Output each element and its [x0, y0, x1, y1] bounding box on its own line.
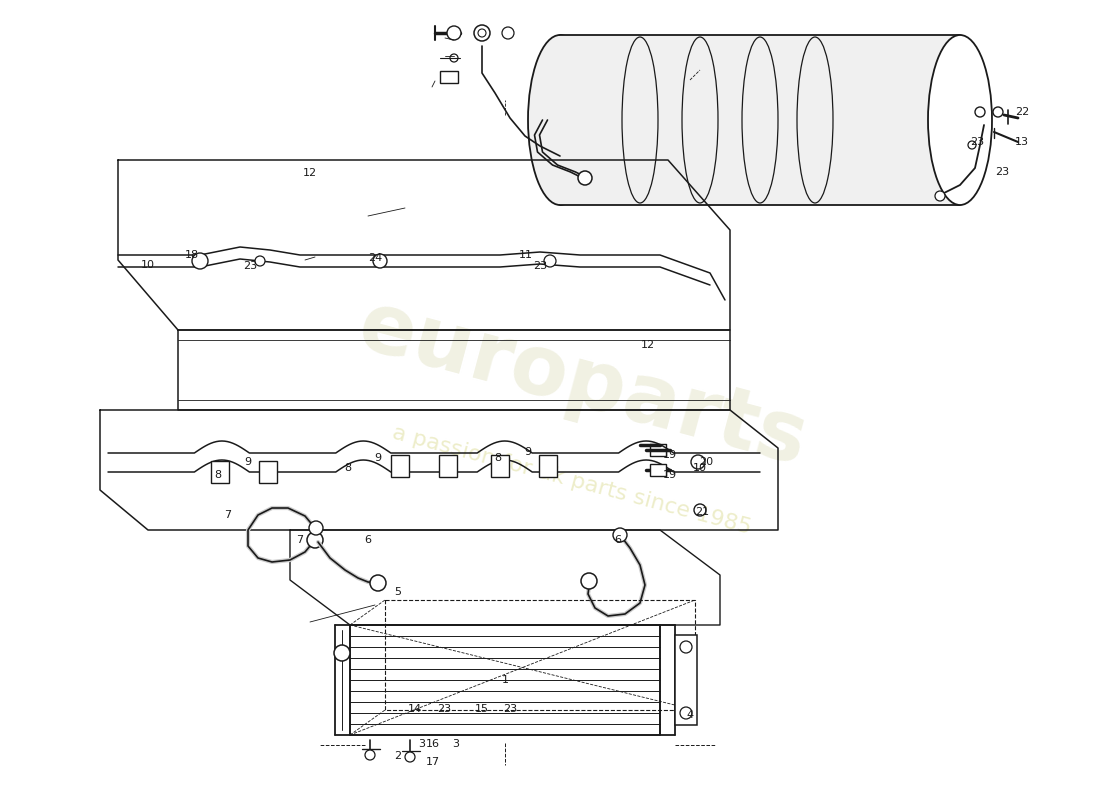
Text: 9: 9 [525, 447, 531, 457]
Text: 10: 10 [141, 260, 155, 270]
Text: 9: 9 [244, 457, 252, 467]
Circle shape [309, 521, 323, 535]
Text: 19: 19 [663, 470, 678, 480]
Text: 4: 4 [686, 710, 694, 720]
Circle shape [691, 455, 705, 469]
Text: a passion for uk parts since 1985: a passion for uk parts since 1985 [390, 422, 754, 538]
Text: 20: 20 [698, 457, 713, 467]
Circle shape [993, 107, 1003, 117]
Ellipse shape [528, 35, 592, 205]
Text: 8: 8 [494, 453, 502, 463]
Text: 23: 23 [970, 137, 985, 147]
Bar [560, 35, 960, 205]
Circle shape [502, 27, 514, 39]
Bar [539, 455, 557, 477]
Text: 10: 10 [693, 463, 707, 473]
Text: 6: 6 [615, 535, 622, 545]
Circle shape [680, 641, 692, 653]
Text: 13: 13 [1015, 137, 1028, 147]
Text: 8: 8 [214, 470, 221, 480]
Text: 6: 6 [364, 535, 372, 545]
Text: 17: 17 [426, 757, 440, 767]
Circle shape [447, 26, 461, 40]
Bar [650, 464, 666, 476]
Text: 15: 15 [475, 704, 490, 714]
Circle shape [474, 25, 490, 41]
Circle shape [450, 54, 458, 62]
Circle shape [365, 750, 375, 760]
Circle shape [307, 532, 323, 548]
Text: 8: 8 [344, 463, 352, 473]
Circle shape [334, 645, 350, 661]
Text: 24: 24 [367, 253, 382, 263]
Circle shape [968, 141, 976, 149]
Text: 23: 23 [532, 261, 547, 271]
Circle shape [373, 254, 387, 268]
Text: 7: 7 [296, 535, 304, 545]
Circle shape [370, 575, 386, 591]
Circle shape [192, 253, 208, 269]
Text: 14: 14 [408, 704, 422, 714]
Bar [440, 71, 458, 83]
Text: 12: 12 [641, 340, 656, 350]
Text: 19: 19 [663, 450, 678, 460]
Text: 2: 2 [395, 751, 402, 761]
Text: 23: 23 [994, 167, 1009, 177]
Circle shape [694, 504, 706, 516]
Bar [675, 635, 697, 725]
Bar [439, 455, 456, 477]
Circle shape [680, 707, 692, 719]
Circle shape [544, 255, 556, 267]
Text: 16: 16 [426, 739, 440, 749]
Circle shape [975, 107, 984, 117]
Circle shape [255, 256, 265, 266]
Text: 12: 12 [302, 168, 317, 178]
Text: 23: 23 [437, 704, 451, 714]
Text: 11: 11 [519, 250, 534, 260]
Text: 23: 23 [503, 704, 517, 714]
Circle shape [613, 528, 627, 542]
Circle shape [578, 171, 592, 185]
Text: 7: 7 [224, 510, 232, 520]
Text: 23: 23 [243, 261, 257, 271]
Text: 22: 22 [1015, 107, 1030, 117]
Circle shape [581, 573, 597, 589]
Bar [390, 455, 409, 477]
Bar [491, 455, 509, 477]
Text: 21: 21 [695, 507, 710, 517]
Circle shape [405, 752, 415, 762]
Text: 5: 5 [395, 587, 402, 597]
Text: 1: 1 [502, 675, 508, 685]
Text: 3: 3 [418, 739, 426, 749]
Bar [211, 461, 229, 483]
Circle shape [935, 191, 945, 201]
Text: 3: 3 [452, 739, 460, 749]
Bar [258, 461, 277, 483]
Text: europarts: europarts [350, 285, 816, 483]
Text: 9: 9 [374, 453, 382, 463]
Ellipse shape [928, 35, 992, 205]
Circle shape [478, 29, 486, 37]
Text: 18: 18 [185, 250, 199, 260]
